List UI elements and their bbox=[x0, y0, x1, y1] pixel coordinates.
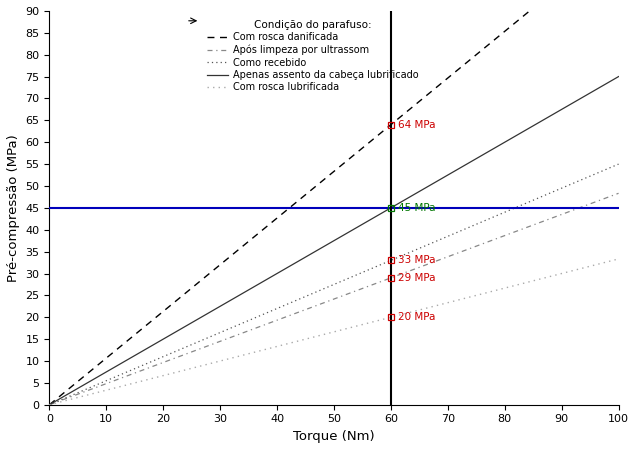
Text: 45 MPa: 45 MPa bbox=[398, 203, 435, 213]
Text: 64 MPa: 64 MPa bbox=[398, 120, 435, 130]
X-axis label: Torque (Nm): Torque (Nm) bbox=[293, 430, 375, 443]
Text: 29 MPa: 29 MPa bbox=[398, 273, 435, 283]
Y-axis label: Pré-compressão (MPa): Pré-compressão (MPa) bbox=[7, 134, 20, 282]
Text: 33 MPa: 33 MPa bbox=[398, 255, 435, 266]
Legend: Com rosca danificada, Após limpeza por ultrassom, Como recebido, Apenas assento : Com rosca danificada, Após limpeza por u… bbox=[205, 18, 421, 94]
Text: 20 MPa: 20 MPa bbox=[398, 312, 435, 322]
